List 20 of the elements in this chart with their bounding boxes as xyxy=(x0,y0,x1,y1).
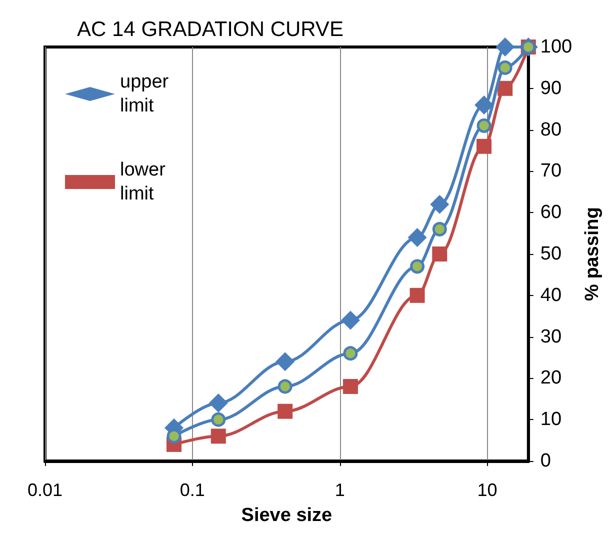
y-tick-label: 70 xyxy=(540,160,562,182)
y-tick-label: 30 xyxy=(540,326,562,348)
y-tick-label: 40 xyxy=(540,284,562,306)
chart-title: AC 14 GRADATION CURVE xyxy=(77,18,344,41)
x-tick-label: 0.01 xyxy=(27,480,63,500)
legend-label: upper limit xyxy=(120,72,170,116)
y-tick-label: 100 xyxy=(540,36,572,58)
y-tick-label: 10 xyxy=(540,409,562,430)
y-tick-label: 80 xyxy=(540,119,562,140)
x-axis-title: Sieve size xyxy=(241,505,332,526)
y-tick-label: 50 xyxy=(540,244,562,264)
x-tick-label: 10 xyxy=(477,480,498,500)
x-tick-label: 1 xyxy=(334,480,345,500)
x-tick-label: 0.1 xyxy=(180,480,205,500)
legend-label: lower limit xyxy=(120,160,166,204)
y-tick-label: 90 xyxy=(540,78,562,99)
y-axis-title: % passing xyxy=(582,207,603,301)
y-tick-label: 60 xyxy=(540,202,562,224)
y-tick-label: 20 xyxy=(540,368,562,389)
y-tick-label: 0 xyxy=(540,450,551,472)
